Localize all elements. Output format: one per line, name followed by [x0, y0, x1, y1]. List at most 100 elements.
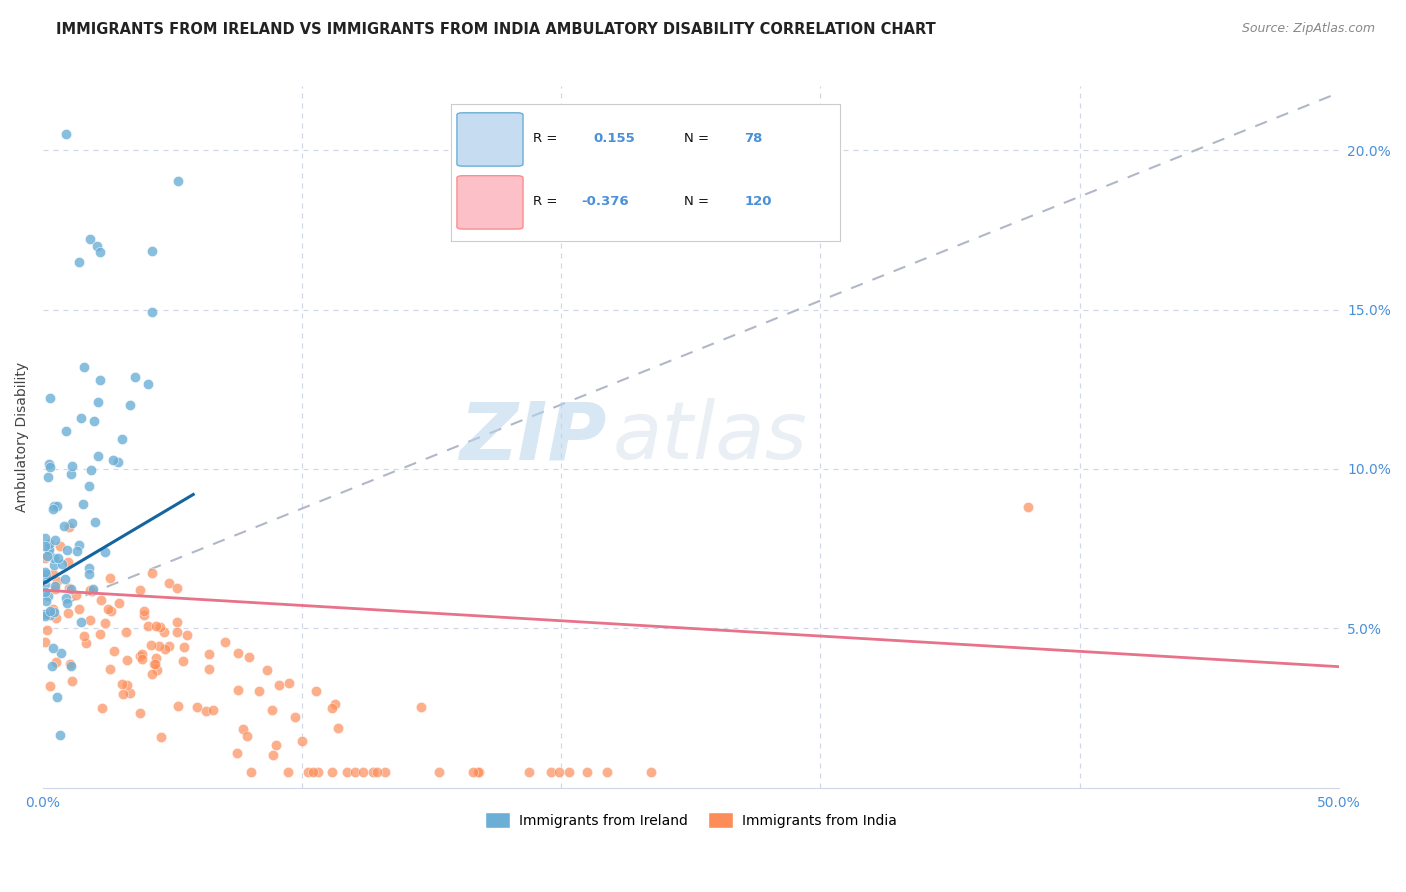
Point — [307, 764, 329, 779]
Point — [128, 649, 150, 664]
Point — [115, 652, 138, 666]
Point — [131, 647, 153, 661]
Text: IMMIGRANTS FROM IRELAND VS IMMIGRANTS FROM INDIA AMBULATORY DISABILITY CORRELATI: IMMIGRANTS FROM IRELAND VS IMMIGRANTS FR… — [56, 22, 936, 37]
Point — [468, 764, 491, 779]
Point — [44, 605, 66, 619]
Point — [46, 690, 69, 704]
Point — [51, 558, 73, 572]
Point — [34, 572, 56, 586]
Point — [118, 686, 141, 700]
Point — [79, 232, 101, 246]
Point — [38, 457, 60, 471]
Point — [53, 519, 76, 533]
Point — [291, 734, 314, 748]
Point — [56, 606, 79, 620]
Point — [42, 550, 65, 565]
Point — [37, 469, 59, 483]
Point — [136, 619, 159, 633]
Point — [67, 538, 90, 552]
Point — [129, 706, 152, 721]
Point — [132, 607, 155, 622]
Point — [66, 544, 89, 558]
Point — [141, 566, 163, 580]
Point — [155, 641, 177, 656]
Point — [60, 458, 83, 473]
Point — [90, 593, 112, 607]
Point — [139, 638, 162, 652]
Point — [103, 644, 125, 658]
Text: atlas: atlas — [613, 398, 808, 476]
Point — [198, 647, 221, 661]
Point — [87, 449, 110, 463]
Point — [42, 602, 65, 616]
Point — [37, 624, 59, 638]
Point — [172, 654, 194, 668]
Point — [141, 305, 163, 319]
Point — [89, 627, 111, 641]
Point — [166, 699, 188, 714]
Point — [284, 710, 307, 724]
Point — [34, 585, 56, 599]
Point — [141, 244, 163, 258]
Point — [79, 613, 101, 627]
Point — [111, 432, 134, 446]
Point — [1017, 500, 1039, 515]
Point — [55, 425, 77, 439]
Point — [94, 545, 117, 559]
Point — [38, 540, 60, 554]
Point — [41, 658, 63, 673]
Y-axis label: Ambulatory Disability: Ambulatory Disability — [15, 362, 30, 512]
Point — [120, 398, 142, 412]
Point — [108, 596, 131, 610]
Point — [46, 574, 69, 588]
Point — [65, 588, 87, 602]
Point — [152, 624, 174, 639]
Point — [80, 584, 103, 599]
Point — [226, 683, 249, 698]
Point — [44, 558, 66, 573]
Point — [67, 602, 90, 616]
Point — [75, 636, 97, 650]
Point — [55, 127, 77, 141]
Point — [42, 567, 65, 582]
Point — [321, 701, 343, 715]
Point — [240, 764, 263, 779]
Point — [67, 254, 90, 268]
Point — [277, 764, 299, 779]
Point — [55, 591, 77, 605]
Point — [148, 639, 170, 653]
Point — [141, 667, 163, 681]
Point — [37, 589, 59, 603]
Point — [198, 662, 221, 676]
Point — [124, 370, 146, 384]
Point — [131, 652, 153, 666]
Point — [34, 607, 56, 622]
Point — [226, 746, 249, 760]
Point — [143, 657, 166, 671]
Point — [70, 411, 93, 425]
Point — [262, 747, 284, 762]
Point — [166, 174, 188, 188]
Point — [305, 683, 328, 698]
Point — [58, 555, 80, 569]
Point — [157, 576, 180, 591]
Point — [34, 550, 56, 565]
Point — [344, 764, 367, 779]
Point — [145, 619, 167, 633]
Point — [60, 516, 83, 531]
Point — [42, 502, 65, 516]
Text: ZIP: ZIP — [460, 398, 606, 476]
Point — [201, 703, 224, 717]
Point — [166, 581, 188, 595]
Point — [101, 452, 124, 467]
Point — [328, 722, 350, 736]
Point — [517, 764, 540, 779]
Point — [56, 542, 79, 557]
Point — [53, 572, 76, 586]
Point — [59, 582, 82, 596]
Point — [70, 615, 93, 629]
Point — [107, 455, 129, 469]
Point — [34, 565, 56, 579]
Point — [157, 640, 180, 654]
Point — [427, 764, 450, 779]
